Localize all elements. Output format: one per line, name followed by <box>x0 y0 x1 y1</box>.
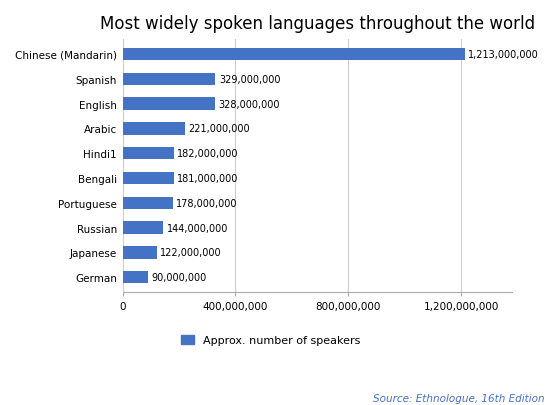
Bar <box>123 98 215 111</box>
Text: 182,000,000: 182,000,000 <box>177 149 239 159</box>
Title: Most widely spoken languages throughout the world: Most widely spoken languages throughout … <box>100 15 535 33</box>
Text: 144,000,000: 144,000,000 <box>167 223 228 233</box>
Bar <box>123 172 174 185</box>
Bar <box>123 247 157 259</box>
Text: 181,000,000: 181,000,000 <box>177 173 238 183</box>
Text: 178,000,000: 178,000,000 <box>176 198 238 208</box>
Text: 329,000,000: 329,000,000 <box>219 75 280 85</box>
Bar <box>123 49 465 61</box>
Bar <box>123 73 216 86</box>
Text: 90,000,000: 90,000,000 <box>151 273 207 282</box>
Bar <box>123 197 173 209</box>
Bar <box>123 222 163 234</box>
Bar <box>123 147 174 160</box>
Bar <box>123 123 185 135</box>
Text: 1,213,000,000: 1,213,000,000 <box>469 50 539 60</box>
Text: 122,000,000: 122,000,000 <box>161 248 222 258</box>
Text: 221,000,000: 221,000,000 <box>188 124 250 134</box>
Text: 328,000,000: 328,000,000 <box>218 99 280 109</box>
Text: Source: Ethnologue, 16th Edition: Source: Ethnologue, 16th Edition <box>373 393 544 403</box>
Legend: Approx. number of speakers: Approx. number of speakers <box>177 330 365 350</box>
Bar <box>123 271 148 284</box>
